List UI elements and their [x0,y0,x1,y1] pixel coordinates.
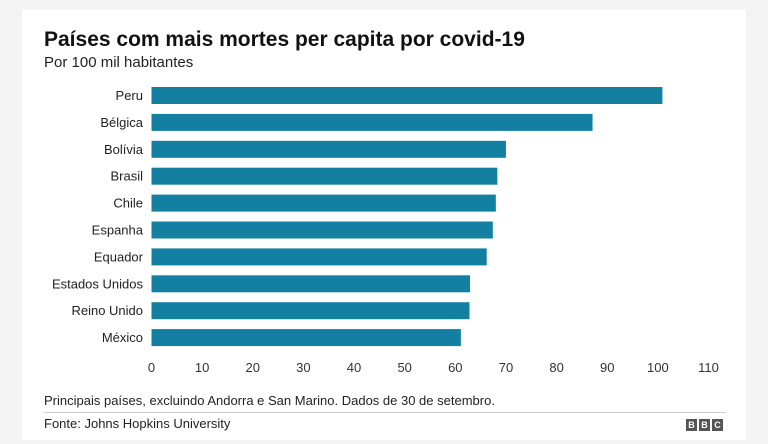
chart-subtitle: Por 100 mil habitantes [44,54,194,71]
category-label: Peru [116,88,143,103]
x-tick-label: 10 [195,360,209,375]
x-tick-label: 110 [698,360,719,375]
logo-letter: C [712,419,723,431]
bar [151,275,471,293]
category-label: Espanha [92,223,144,238]
x-tick-label: 50 [397,360,411,375]
x-tick-label: 0 [148,360,155,375]
x-tick-label: 20 [246,360,260,375]
category-label: Brasil [110,169,143,184]
source: Fonte: Johns Hopkins University [44,416,231,431]
x-tick-label: 90 [600,360,614,375]
x-tick-label: 60 [448,360,462,375]
x-tick-label: 100 [647,360,669,375]
x-tick-label: 70 [499,360,513,375]
category-label: Bélgica [100,115,143,130]
category-label: Chile [113,196,143,211]
logo-letter: B [699,419,710,431]
bar [151,113,593,131]
bar [151,87,663,104]
bar [151,140,506,158]
x-tick-label: 80 [549,360,563,375]
chart-title: Países com mais mortes per capita por co… [44,28,525,51]
divider [44,412,726,413]
bar [151,167,498,185]
category-label: Estados Unidos [52,276,144,291]
bar [151,329,461,347]
category-label: Bolívia [104,142,144,157]
category-label: México [102,330,143,345]
footnote: Principais países, excluindo Andorra e S… [44,393,495,408]
category-label: Equador [94,249,144,264]
category-label: Reino Unido [71,303,143,318]
bar [151,302,470,320]
bar [151,221,493,239]
bar [151,248,487,266]
bar [151,194,496,212]
x-tick-label: 30 [296,360,310,375]
x-tick-label: 40 [347,360,361,375]
logo-letter: B [686,419,697,431]
